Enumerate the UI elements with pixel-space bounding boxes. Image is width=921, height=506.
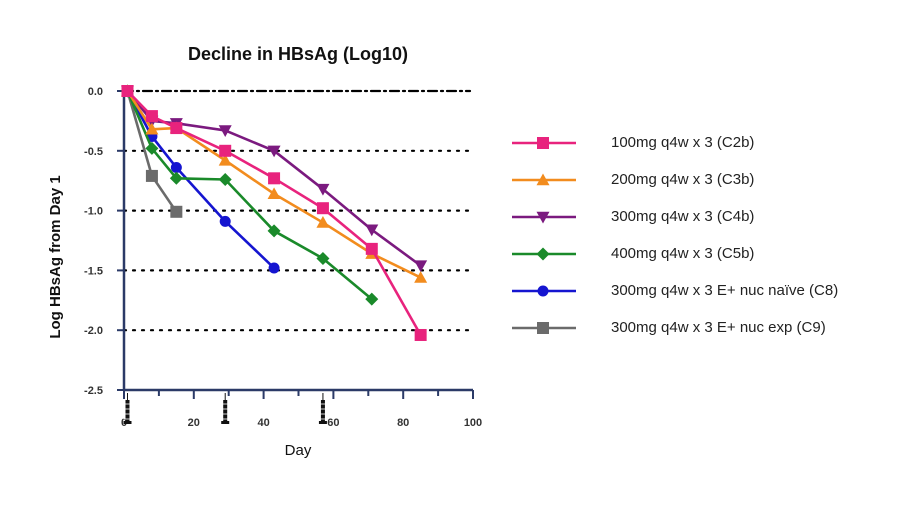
syringe-icon <box>221 393 230 424</box>
legend-label: 300mg q4w x 3 (C4b) <box>611 208 755 225</box>
data-point <box>170 162 182 174</box>
legend-item: 300mg q4w x 3 E+ nuc exp (C9) <box>510 313 910 350</box>
y-tick-label: -2.0 <box>84 325 103 337</box>
legend-swatch <box>512 137 576 149</box>
data-point <box>267 145 281 158</box>
data-point <box>537 137 549 149</box>
data-point <box>414 328 427 341</box>
y-tick-label: -2.5 <box>84 385 103 397</box>
data-point <box>414 271 428 283</box>
y-tick-label: -1.5 <box>84 265 103 277</box>
x-tick-label: 40 <box>257 417 269 429</box>
dosing-markers <box>123 393 327 424</box>
x-tick-label: 20 <box>188 417 200 429</box>
legend-item: 100mg q4w x 3 (C2b) <box>510 128 910 165</box>
data-point <box>121 85 134 97</box>
data-point <box>365 292 379 306</box>
legend: 100mg q4w x 3 (C2b) 200mg q4w x 3 (C3b) 30… <box>510 128 910 350</box>
data-point <box>145 169 158 182</box>
legend-label: 300mg q4w x 3 E+ nuc exp (C9) <box>611 319 826 336</box>
legend-label: 400mg q4w x 3 (C5b) <box>611 245 755 262</box>
data-point <box>536 247 550 261</box>
syringe-plunger <box>318 421 327 424</box>
legend-item: 300mg q4w x 3 E+ nuc naïve (C8) <box>510 276 910 313</box>
series <box>120 84 379 306</box>
data-point <box>537 285 549 297</box>
legend-item: 300mg q4w x 3 (C4b) <box>510 202 910 239</box>
data-point <box>365 242 378 255</box>
syringe-icon <box>318 393 327 424</box>
y-tick-label: 0.0 <box>88 86 103 98</box>
data-point <box>218 125 232 137</box>
x-axis-label: Day <box>285 442 312 459</box>
data-point <box>170 122 183 135</box>
data-point <box>267 224 281 238</box>
data-point <box>145 141 159 155</box>
data-point <box>267 187 281 200</box>
data-point <box>169 171 183 185</box>
series-group <box>120 84 428 341</box>
x-tick-label: 60 <box>327 417 339 429</box>
data-point <box>268 262 280 274</box>
series <box>120 84 428 283</box>
x-tick-label: 80 <box>397 417 409 429</box>
legend-item: 200mg q4w x 3 (C3b) <box>510 165 910 202</box>
data-point <box>145 110 158 123</box>
data-point <box>219 215 231 227</box>
legend-label: 300mg q4w x 3 E+ nuc naïve (C8) <box>611 282 839 299</box>
data-point <box>218 153 232 166</box>
data-point <box>316 202 329 215</box>
chart-title: Decline in HBsAg (Log10) <box>188 44 408 64</box>
legend-label: 100mg q4w x 3 (C2b) <box>611 134 755 151</box>
data-point <box>414 260 428 273</box>
axes: 0.0-0.5-1.0-1.5-2.0-2.5020406080100 <box>84 86 482 429</box>
data-point <box>365 224 379 237</box>
data-point <box>537 322 549 334</box>
data-point <box>536 173 550 186</box>
syringe-barrel <box>223 400 228 422</box>
data-point <box>316 183 330 196</box>
data-point <box>268 172 281 185</box>
data-point <box>219 144 232 157</box>
y-tick-label: -0.5 <box>84 146 103 158</box>
syringe-plunger <box>123 421 132 424</box>
y-tick-label: -1.0 <box>84 206 103 218</box>
x-tick-label: 100 <box>464 417 482 429</box>
legend-swatch <box>512 247 576 261</box>
data-point <box>316 251 330 265</box>
syringe-icon <box>123 393 132 424</box>
y-axis-label: Log HBsAg from Day 1 <box>47 175 64 338</box>
series-line <box>126 90 422 279</box>
syringe-barrel <box>320 400 325 422</box>
data-point <box>536 211 550 224</box>
legend-swatch <box>512 285 576 297</box>
legend-label: 200mg q4w x 3 (C3b) <box>611 171 755 188</box>
legend-swatch <box>512 211 576 224</box>
data-point <box>316 216 330 228</box>
legend-swatch <box>512 322 576 334</box>
legend-swatch <box>512 173 576 186</box>
syringe-plunger <box>221 421 230 424</box>
data-point <box>170 205 183 218</box>
legend-item: 400mg q4w x 3 (C5b) <box>510 239 910 276</box>
syringe-barrel <box>125 400 130 422</box>
data-point <box>145 122 159 135</box>
reference-lines <box>122 89 472 332</box>
series <box>121 85 427 341</box>
data-point <box>218 173 232 187</box>
